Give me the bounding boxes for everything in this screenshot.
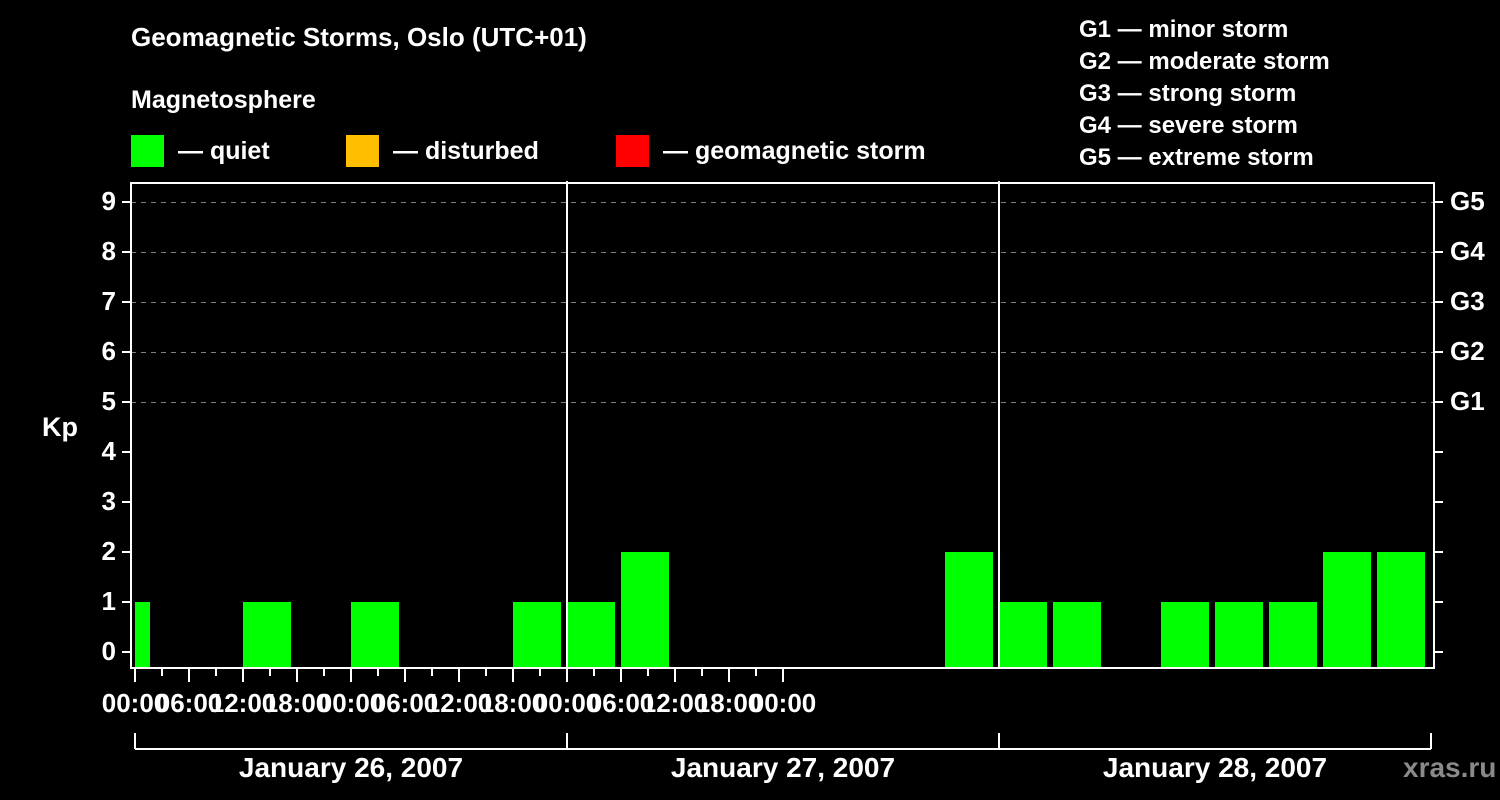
storm-scale-g2: G2 — moderate storm bbox=[1079, 48, 1330, 75]
storm-scale-g5: G5 — extreme storm bbox=[1079, 144, 1314, 171]
x-tick-label: 18:00 bbox=[695, 688, 763, 718]
x-tick-label: 06:00 bbox=[371, 688, 439, 718]
kp-bar bbox=[1269, 602, 1317, 667]
kp-bar bbox=[243, 602, 291, 667]
plot-frame bbox=[130, 182, 1435, 669]
g-scale-label: G3 bbox=[1450, 286, 1485, 316]
kp-bar bbox=[1377, 552, 1425, 667]
legend-quiet-label: — quiet bbox=[178, 136, 270, 165]
y-tick-label: 8 bbox=[101, 236, 116, 266]
x-tick-label: 12:00 bbox=[209, 688, 277, 718]
legend-disturbed: — disturbed bbox=[346, 134, 539, 168]
kp-bar bbox=[945, 552, 993, 667]
kp-bar bbox=[1161, 602, 1209, 667]
x-tick-label: 12:00 bbox=[641, 688, 709, 718]
day-label: January 28, 2007 bbox=[1102, 752, 1328, 783]
g-scale-label: G2 bbox=[1450, 336, 1485, 366]
storm-swatch-icon bbox=[616, 135, 649, 167]
y-axis-label: Kp bbox=[42, 412, 78, 442]
x-tick-label: 18:00 bbox=[479, 688, 547, 718]
kp-bar bbox=[621, 552, 669, 667]
x-tick-label: 00:00 bbox=[317, 688, 385, 718]
storm-scale-g3: G3 — strong storm bbox=[1079, 80, 1297, 107]
x-tick-label: 00:00 bbox=[749, 688, 817, 718]
storm-scale-legend: G1 — minor storm G2 — moderate storm G3 … bbox=[1079, 14, 1330, 174]
y-tick-label: 9 bbox=[101, 186, 116, 216]
y-tick-label: 7 bbox=[101, 286, 116, 316]
disturbed-swatch-icon bbox=[346, 135, 379, 167]
x-tick-label: 12:00 bbox=[425, 688, 493, 718]
y-tick-label: 3 bbox=[101, 486, 116, 516]
day-label: January 26, 2007 bbox=[238, 752, 464, 783]
y-tick-label: 5 bbox=[101, 386, 116, 416]
kp-bar bbox=[513, 602, 561, 667]
chart-title: Geomagnetic Storms, Oslo (UTC+01) bbox=[131, 22, 587, 52]
chart-subtitle: Magnetosphere bbox=[131, 86, 316, 114]
g-scale-label: G4 bbox=[1450, 236, 1485, 266]
g-scale-label: G1 bbox=[1450, 386, 1485, 416]
g-scale-label: G5 bbox=[1450, 186, 1485, 216]
kp-bar bbox=[1323, 552, 1371, 667]
storm-scale-g4: G4 — severe storm bbox=[1079, 112, 1298, 139]
watermark: xras.ru bbox=[1403, 752, 1497, 783]
kp-bar bbox=[135, 602, 150, 667]
y-tick-label: 1 bbox=[101, 586, 116, 616]
y-tick-label: 2 bbox=[101, 536, 116, 566]
kp-bar bbox=[1215, 602, 1263, 667]
x-tick-label: 00:00 bbox=[101, 688, 169, 718]
storm-scale-g1: G1 — minor storm bbox=[1079, 16, 1289, 43]
legend-storm: — geomagnetic storm bbox=[616, 134, 926, 168]
legend-disturbed-label: — disturbed bbox=[393, 136, 539, 165]
legend-quiet: — quiet bbox=[131, 134, 270, 168]
y-tick-label: 6 bbox=[101, 336, 116, 366]
kp-bar bbox=[567, 602, 615, 667]
x-tick-label: 00:00 bbox=[533, 688, 601, 718]
legend-storm-label: — geomagnetic storm bbox=[663, 136, 926, 165]
y-tick-label: 4 bbox=[101, 436, 116, 466]
kp-bar bbox=[999, 602, 1047, 667]
kp-bar bbox=[351, 602, 399, 667]
x-tick-label: 06:00 bbox=[155, 688, 223, 718]
x-tick-label: 18:00 bbox=[263, 688, 331, 718]
kp-bar bbox=[1053, 602, 1101, 667]
quiet-swatch-icon bbox=[131, 135, 164, 167]
day-label: January 27, 2007 bbox=[670, 752, 896, 783]
y-tick-label: 0 bbox=[101, 636, 116, 666]
x-tick-label: 06:00 bbox=[587, 688, 655, 718]
